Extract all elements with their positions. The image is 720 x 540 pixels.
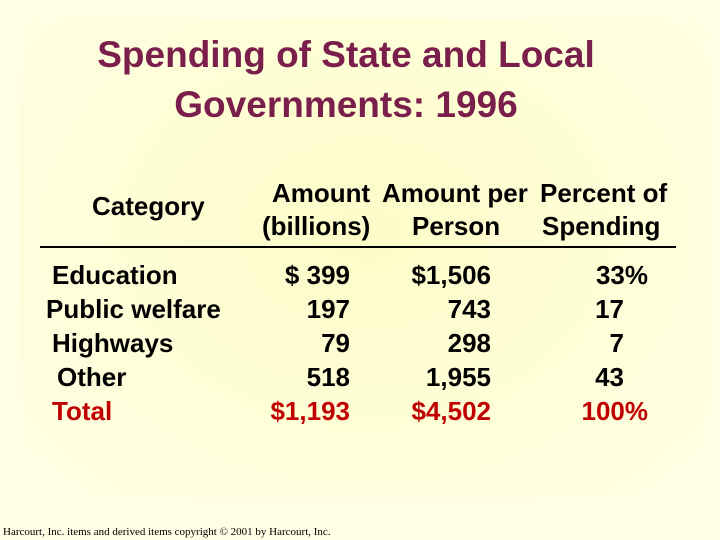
cell-per-person: $1,506 [411, 260, 491, 290]
cell-percent: 17 [595, 294, 624, 324]
table-row-total: Total $1,193 $4,502 100% [0, 394, 720, 428]
cell-percent: 100% [581, 396, 649, 426]
title-line-1: Spending of State and Local [97, 34, 595, 75]
slide-title: Spending of State and Local Governments:… [0, 30, 720, 130]
cell-per-person: 298 [447, 328, 491, 358]
header-amount-line-2: (billions) [262, 211, 371, 241]
background-glow [20, 18, 710, 498]
header-amount-line-1: Amount [272, 178, 371, 208]
cell-percent: 7 [609, 328, 624, 358]
header-per-person-line-2: Person [412, 211, 501, 241]
table-row: Highways 79 298 7 [0, 326, 720, 360]
table-row: Public welfare 197 743 17 [0, 292, 720, 326]
copyright-footer: Harcourt, Inc. items and derived items c… [3, 526, 331, 538]
cell-amount: 197 [306, 294, 350, 324]
cell-category: Education [52, 260, 178, 290]
cell-per-person: 743 [447, 294, 491, 324]
cell-category: Other [57, 362, 127, 392]
header-percent-line-2: Spending [542, 211, 661, 241]
cell-per-person: 1,955 [425, 362, 491, 392]
header-divider [40, 246, 676, 248]
header-category: Category [92, 191, 205, 221]
header-per-person-line-1: Amount per [382, 178, 528, 208]
cell-amount: $ 399 [284, 260, 350, 290]
cell-amount: $1,193 [270, 396, 350, 426]
cell-category: Total [52, 396, 113, 426]
cell-percent: 33% [595, 260, 648, 290]
table-row: Other 518 1,955 43 [0, 360, 720, 394]
cell-category: Highways [52, 328, 174, 358]
cell-category: Public welfare [46, 294, 221, 324]
cell-amount: 518 [306, 362, 350, 392]
title-line-2: Governments: 1996 [174, 84, 518, 125]
cell-per-person: $4,502 [411, 396, 491, 426]
cell-amount: 79 [321, 328, 350, 358]
cell-percent: 43 [595, 362, 624, 392]
header-percent-line-1: Percent of [540, 178, 668, 208]
table-row: Education $ 399 $1,506 33% [0, 258, 720, 292]
